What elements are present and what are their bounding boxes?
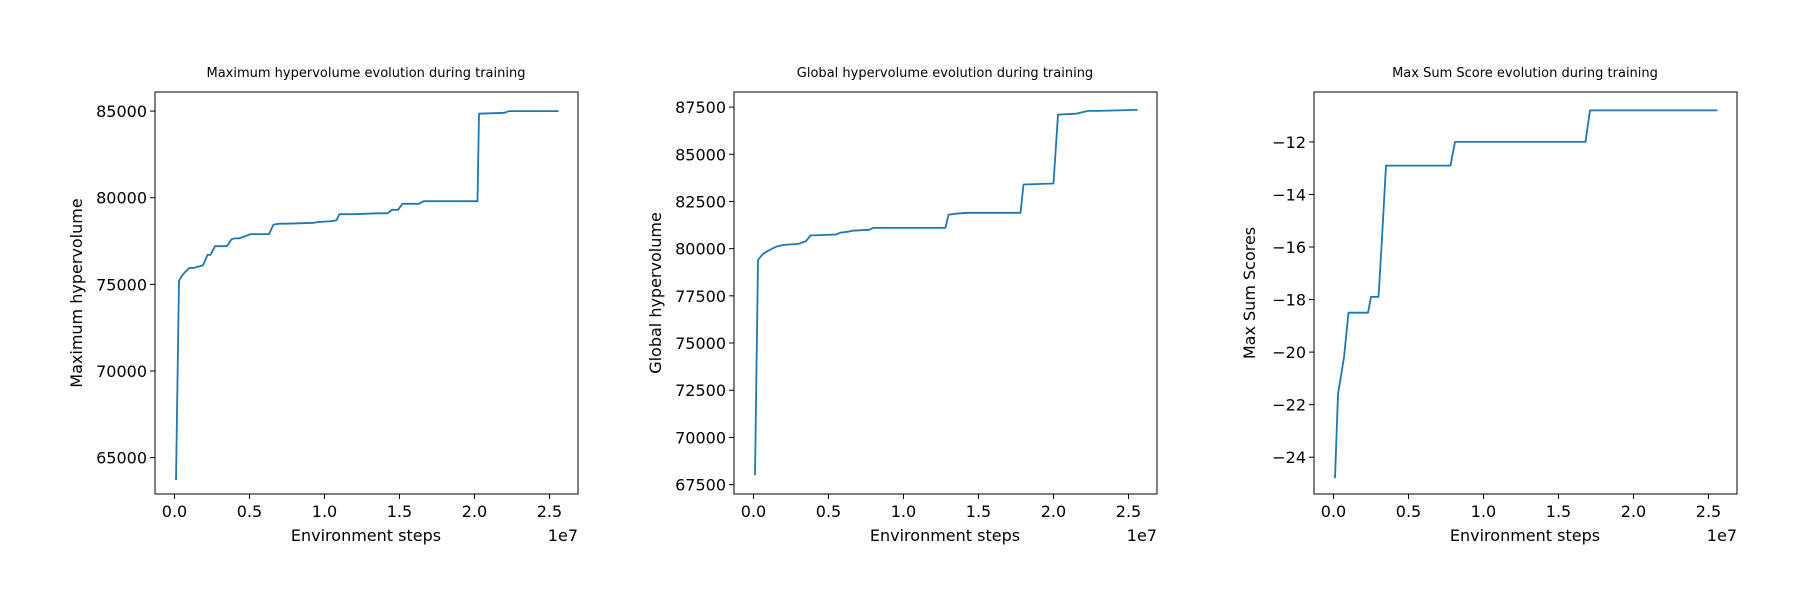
y-tick-label: −12 [1272, 133, 1306, 152]
y-axis-label: Max Sum Scores [1240, 227, 1259, 359]
x-tick-label: 0.0 [741, 502, 766, 521]
plot-frame [154, 91, 579, 495]
y-tick-label: 87500 [675, 98, 726, 117]
x-tick-label: 1.5 [1546, 502, 1571, 521]
y-tick-label: 67500 [675, 476, 726, 495]
x-axis-label: Environment steps [870, 526, 1020, 545]
chart-title: Global hypervolume evolution during trai… [797, 66, 1093, 81]
y-axis-label: Global hypervolume [646, 212, 665, 374]
y-tick-label: 85000 [96, 102, 147, 121]
y-tick-label: 70000 [96, 362, 147, 381]
chart-title: Maximum hypervolume evolution during tra… [207, 66, 526, 81]
y-tick-label: 75000 [96, 275, 147, 294]
chart-panel-max-sum-score: Max Sum Score evolution during training … [1240, 66, 1738, 545]
y-tick-label: 82500 [675, 192, 726, 211]
plot-frame [1313, 91, 1738, 495]
y-tick-label: −14 [1272, 185, 1306, 204]
x-axis-label: Environment steps [291, 526, 441, 545]
y-tick-label: 80000 [96, 189, 147, 208]
x-tick-label: 0.0 [1321, 502, 1346, 521]
plot-frame [733, 91, 1158, 495]
x-tick-label: 0.5 [1396, 502, 1421, 521]
y-tick-label: −18 [1272, 291, 1306, 310]
x-tick-label: 0.0 [162, 502, 187, 521]
series-line [754, 109, 1138, 476]
y-tick-label: −22 [1272, 396, 1306, 415]
chart-title: Max Sum Score evolution during training [1392, 66, 1658, 81]
x-tick-label: 1.5 [966, 502, 991, 521]
y-tick-label: −20 [1272, 343, 1306, 362]
chart-panel-max-hypervolume: Maximum hypervolume evolution during tra… [67, 66, 579, 545]
x-tick-label: 0.5 [237, 502, 262, 521]
x-tick-label: 2.5 [1696, 502, 1721, 521]
x-tick-label: 2.0 [1621, 502, 1646, 521]
x-tick-label: 2.5 [537, 502, 562, 521]
y-tick-label: 65000 [96, 449, 147, 468]
x-tick-label: 2.0 [1041, 502, 1066, 521]
y-tick-label: 77500 [675, 287, 726, 306]
y-tick-label: −24 [1272, 448, 1306, 467]
x-tick-label: 1.0 [891, 502, 916, 521]
x-axis-offset-label: 1e7 [1127, 526, 1157, 545]
y-axis-label: Maximum hypervolume [67, 198, 86, 387]
y-tick-label: 72500 [675, 381, 726, 400]
x-axis-offset-label: 1e7 [548, 526, 578, 545]
y-tick-label: 85000 [675, 145, 726, 164]
x-axis-label: Environment steps [1450, 526, 1600, 545]
chart-panel-global-hypervolume: Global hypervolume evolution during trai… [646, 66, 1158, 545]
x-tick-label: 2.5 [1116, 502, 1141, 521]
x-tick-label: 1.5 [387, 502, 412, 521]
x-tick-label: 2.0 [462, 502, 487, 521]
y-tick-label: 75000 [675, 334, 726, 353]
series-line [1334, 109, 1718, 479]
x-tick-label: 0.5 [816, 502, 841, 521]
x-axis-offset-label: 1e7 [1707, 526, 1737, 545]
y-tick-label: 70000 [675, 428, 726, 447]
x-tick-label: 1.0 [1471, 502, 1496, 521]
y-tick-label: 80000 [675, 240, 726, 259]
series-line [175, 110, 559, 481]
y-tick-label: −16 [1272, 238, 1306, 257]
x-tick-label: 1.0 [312, 502, 337, 521]
